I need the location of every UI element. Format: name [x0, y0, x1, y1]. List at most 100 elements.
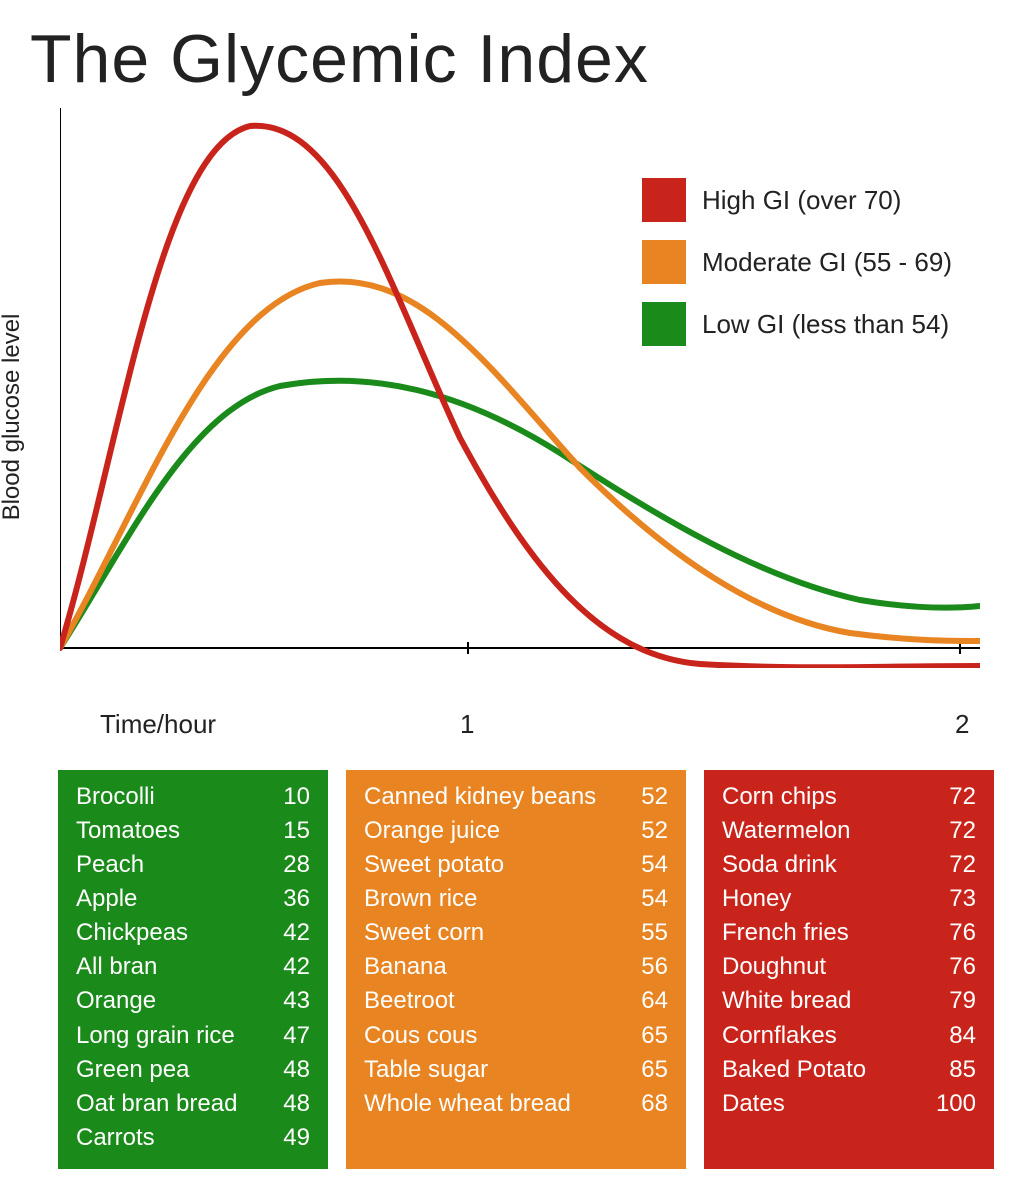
table-row: Peach 28	[76, 848, 310, 882]
table-row: Soda drink 72	[722, 848, 976, 882]
table-row: Tomatoes 15	[76, 814, 310, 848]
table-moderate-gi: Canned kidney beans52Orange juice52Sweet…	[346, 770, 686, 1169]
food-name: Corn chips	[722, 780, 837, 814]
food-name: Soda drink	[722, 848, 837, 882]
table-row: Cous cous 65	[364, 1019, 668, 1053]
table-row: Oat bran bread 48	[76, 1087, 310, 1121]
table-row: Cornflakes 84	[722, 1019, 976, 1053]
table-row: Beetroot 64	[364, 984, 668, 1018]
table-row: Dates 100	[722, 1087, 976, 1121]
table-row: Brocolli 10	[76, 780, 310, 814]
y-axis-label: Blood glucose level	[0, 314, 26, 521]
food-name: Long grain rice	[76, 1019, 235, 1053]
gi-value: 42	[268, 916, 310, 950]
table-row: All bran42	[76, 950, 310, 984]
legend-swatch-low	[642, 302, 686, 346]
gi-value: 54	[626, 882, 668, 916]
x-tick-label-2: 2	[955, 709, 969, 740]
legend-label-moderate: Moderate GI (55 - 69)	[702, 247, 952, 278]
table-row: Baked Potato85	[722, 1053, 976, 1087]
gi-value: 65	[626, 1053, 668, 1087]
food-name: Beetroot	[364, 984, 455, 1018]
food-name: Doughnut	[722, 950, 826, 984]
table-row: Long grain rice 47	[76, 1019, 310, 1053]
table-row: Doughnut 76	[722, 950, 976, 984]
gi-value: 55	[626, 916, 668, 950]
legend-item-moderate: Moderate GI (55 - 69)	[642, 240, 952, 284]
table-row: Orange juice 52	[364, 814, 668, 848]
gi-value: 48	[268, 1087, 310, 1121]
gi-value: 15	[268, 814, 310, 848]
gi-value: 48	[268, 1053, 310, 1087]
gi-value: 64	[626, 984, 668, 1018]
food-name: Cornflakes	[722, 1019, 837, 1053]
food-name: Tomatoes	[76, 814, 180, 848]
table-row: Canned kidney beans 52	[364, 780, 668, 814]
gi-value: 49	[268, 1121, 310, 1155]
food-name: Orange juice	[364, 814, 500, 848]
x-tick-label-1: 1	[460, 709, 474, 740]
gi-value: 76	[934, 950, 976, 984]
table-row: Apple 36	[76, 882, 310, 916]
chart-legend: High GI (over 70) Moderate GI (55 - 69) …	[642, 178, 952, 346]
gi-value: 100	[934, 1087, 976, 1121]
legend-label-low: Low GI (less than 54)	[702, 309, 949, 340]
food-name: Sweet corn	[364, 916, 484, 950]
gi-value: 72	[934, 848, 976, 882]
table-row: Sweet potato54	[364, 848, 668, 882]
x-axis-label-prefix: Time/hour	[100, 709, 216, 740]
table-row: Banana 56	[364, 950, 668, 984]
x-axis-labels: Time/hour 1 2	[60, 709, 980, 740]
table-row: Table sugar 65	[364, 1053, 668, 1087]
food-name: Green pea	[76, 1053, 189, 1087]
gi-value: 52	[626, 780, 668, 814]
food-name: Watermelon	[722, 814, 850, 848]
table-row: Corn chips72	[722, 780, 976, 814]
food-name: French fries	[722, 916, 849, 950]
food-name: Canned kidney beans	[364, 780, 596, 814]
table-row: Honey73	[722, 882, 976, 916]
gi-value: 28	[268, 848, 310, 882]
gi-value: 42	[268, 950, 310, 984]
table-row: White bread 79	[722, 984, 976, 1018]
table-row: French fries 76	[722, 916, 976, 950]
food-name: White bread	[722, 984, 851, 1018]
table-row: Whole wheat bread 68	[364, 1087, 668, 1121]
food-name: Oat bran bread	[76, 1087, 237, 1121]
table-row: Chickpeas 42	[76, 916, 310, 950]
legend-swatch-high	[642, 178, 686, 222]
gi-value: 47	[268, 1019, 310, 1053]
curve-low	[60, 381, 980, 648]
table-row: Carrots49	[76, 1121, 310, 1155]
table-low-gi: Brocolli10Tomatoes15Peach28Apple36Chickp…	[58, 770, 328, 1169]
gi-value: 68	[626, 1087, 668, 1121]
food-name: Table sugar	[364, 1053, 488, 1087]
table-row: Brown rice54	[364, 882, 668, 916]
table-row: Green pea 48	[76, 1053, 310, 1087]
food-name: Honey	[722, 882, 791, 916]
gi-value: 52	[626, 814, 668, 848]
gi-value: 84	[934, 1019, 976, 1053]
food-name: Chickpeas	[76, 916, 188, 950]
food-name: Brocolli	[76, 780, 155, 814]
food-name: Whole wheat bread	[364, 1087, 571, 1121]
gi-value: 36	[268, 882, 310, 916]
gi-value: 10	[268, 780, 310, 814]
legend-item-low: Low GI (less than 54)	[642, 302, 952, 346]
food-name: Peach	[76, 848, 144, 882]
food-name: Apple	[76, 882, 137, 916]
gi-value: 76	[934, 916, 976, 950]
food-name: Cous cous	[364, 1019, 477, 1053]
food-name: Baked Potato	[722, 1053, 866, 1087]
food-name: Sweet potato	[364, 848, 504, 882]
food-name: Orange	[76, 984, 156, 1018]
page-title: The Glycemic Index	[0, 0, 1024, 98]
table-row: Watermelon 72	[722, 814, 976, 848]
food-name: Banana	[364, 950, 447, 984]
food-name: Dates	[722, 1087, 785, 1121]
gi-value: 72	[934, 814, 976, 848]
gi-chart: Blood glucose level Time/hour 1 2 High G…	[32, 108, 992, 698]
gi-value: 56	[626, 950, 668, 984]
gi-value: 79	[934, 984, 976, 1018]
gi-value: 65	[626, 1019, 668, 1053]
